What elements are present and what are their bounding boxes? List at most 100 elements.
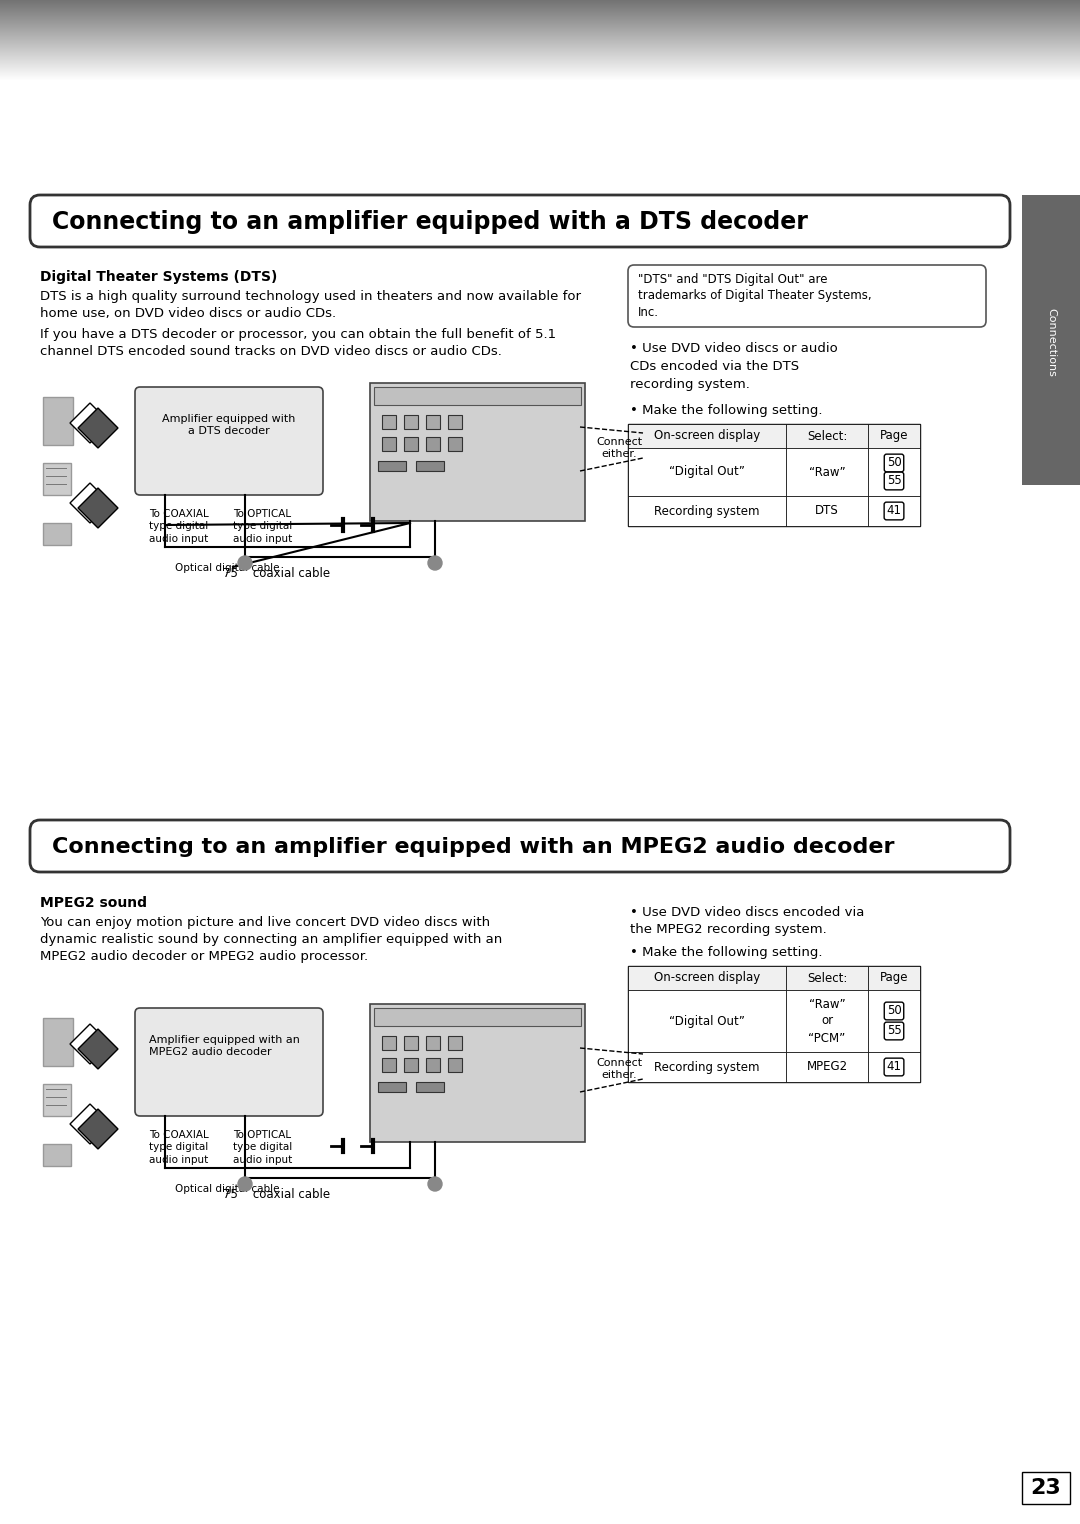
Text: Optical digital cable: Optical digital cable xyxy=(175,562,280,573)
FancyBboxPatch shape xyxy=(30,820,1010,872)
Bar xyxy=(868,991,920,1052)
Text: 50: 50 xyxy=(887,1004,902,1018)
Bar xyxy=(786,966,868,991)
Text: "DTS" and "DTS Digital Out" are
trademarks of Digital Theater Systems,
Inc.: "DTS" and "DTS Digital Out" are trademar… xyxy=(638,273,872,320)
Text: • Make the following setting.: • Make the following setting. xyxy=(630,946,823,959)
Bar xyxy=(627,448,786,495)
Bar xyxy=(786,1052,868,1082)
Polygon shape xyxy=(78,1109,118,1149)
Bar xyxy=(868,495,920,526)
Bar xyxy=(627,424,786,448)
Bar xyxy=(378,1082,406,1093)
Bar xyxy=(868,424,920,448)
Bar xyxy=(374,387,581,405)
Text: Amplifier equipped with an
MPEG2 audio decoder: Amplifier equipped with an MPEG2 audio d… xyxy=(149,1035,300,1058)
Text: Connect
either.: Connect either. xyxy=(596,437,643,459)
Text: Page: Page xyxy=(880,971,908,985)
Circle shape xyxy=(238,556,252,570)
Text: 55: 55 xyxy=(887,1024,902,1038)
Text: 75    coaxial cable: 75 coaxial cable xyxy=(222,1189,330,1201)
Bar xyxy=(382,1058,396,1071)
Bar xyxy=(627,991,786,1052)
Bar xyxy=(786,495,868,526)
Bar xyxy=(1022,195,1080,485)
Text: 50: 50 xyxy=(887,457,902,469)
Text: MPEG2 sound: MPEG2 sound xyxy=(40,896,147,910)
FancyBboxPatch shape xyxy=(135,1007,323,1116)
Bar xyxy=(448,1058,462,1071)
Circle shape xyxy=(238,1177,252,1190)
Bar xyxy=(404,437,418,451)
FancyBboxPatch shape xyxy=(627,265,986,328)
Bar xyxy=(382,437,396,451)
Polygon shape xyxy=(70,1103,110,1145)
Text: If you have a DTS decoder or processor, you can obtain the full benefit of 5.1
c: If you have a DTS decoder or processor, … xyxy=(40,328,556,358)
Bar xyxy=(448,1036,462,1050)
Bar xyxy=(374,1007,581,1026)
Text: Select:: Select: xyxy=(807,971,847,985)
Bar xyxy=(404,1036,418,1050)
Text: 23: 23 xyxy=(1030,1478,1062,1498)
Text: “Raw”: “Raw” xyxy=(809,465,846,479)
Bar xyxy=(416,1082,444,1093)
Bar xyxy=(43,1145,71,1166)
Bar xyxy=(627,424,920,526)
Text: Recording system: Recording system xyxy=(654,504,759,518)
Text: “Digital Out”: “Digital Out” xyxy=(670,465,745,479)
Text: 75    coaxial cable: 75 coaxial cable xyxy=(222,567,330,581)
Bar xyxy=(370,383,585,521)
Bar xyxy=(426,415,440,428)
Bar xyxy=(448,415,462,428)
Text: To COAXIAL
type digital
audio input: To COAXIAL type digital audio input xyxy=(149,509,208,544)
Text: • Make the following setting.: • Make the following setting. xyxy=(630,404,823,418)
Circle shape xyxy=(428,556,442,570)
Circle shape xyxy=(428,1177,442,1190)
Text: Optical digital cable: Optical digital cable xyxy=(175,1184,280,1193)
Text: DTS: DTS xyxy=(815,504,839,518)
Text: Connecting to an amplifier equipped with an MPEG2 audio decoder: Connecting to an amplifier equipped with… xyxy=(52,837,894,856)
Text: 41: 41 xyxy=(887,1061,902,1073)
Text: To OPTICAL
type digital
audio input: To OPTICAL type digital audio input xyxy=(233,1129,293,1164)
Bar xyxy=(378,460,406,471)
Bar xyxy=(43,463,71,495)
Bar xyxy=(382,415,396,428)
Text: DTS is a high quality surround technology used in theaters and now available for: DTS is a high quality surround technolog… xyxy=(40,290,581,320)
Polygon shape xyxy=(78,488,118,527)
Text: Connecting to an amplifier equipped with a DTS decoder: Connecting to an amplifier equipped with… xyxy=(52,210,808,235)
Text: You can enjoy motion picture and live concert DVD video discs with
dynamic reali: You can enjoy motion picture and live co… xyxy=(40,916,502,963)
Bar xyxy=(416,460,444,471)
Text: Select:: Select: xyxy=(807,430,847,442)
Text: “Digital Out”: “Digital Out” xyxy=(670,1015,745,1027)
Bar xyxy=(868,1052,920,1082)
Bar xyxy=(627,966,786,991)
FancyBboxPatch shape xyxy=(135,387,323,495)
Bar xyxy=(448,437,462,451)
Text: 41: 41 xyxy=(887,504,902,518)
Polygon shape xyxy=(78,408,118,448)
Bar xyxy=(404,1058,418,1071)
Bar xyxy=(426,1058,440,1071)
Text: Connections: Connections xyxy=(1047,308,1056,376)
Bar xyxy=(786,448,868,495)
Text: Amplifier equipped with
a DTS decoder: Amplifier equipped with a DTS decoder xyxy=(162,415,296,436)
Text: On-screen display: On-screen display xyxy=(653,430,760,442)
Bar xyxy=(426,437,440,451)
Bar xyxy=(426,1036,440,1050)
Text: To COAXIAL
type digital
audio input: To COAXIAL type digital audio input xyxy=(149,1129,208,1164)
Bar xyxy=(868,448,920,495)
Bar xyxy=(43,1084,71,1116)
Bar xyxy=(43,1018,73,1065)
Text: • Use DVD video discs encoded via
the MPEG2 recording system.: • Use DVD video discs encoded via the MP… xyxy=(630,905,864,936)
Bar xyxy=(43,396,73,445)
Polygon shape xyxy=(70,483,110,523)
Text: Digital Theater Systems (DTS): Digital Theater Systems (DTS) xyxy=(40,270,278,283)
Text: To OPTICAL
type digital
audio input: To OPTICAL type digital audio input xyxy=(233,509,293,544)
Bar xyxy=(786,424,868,448)
Bar xyxy=(627,495,786,526)
Polygon shape xyxy=(78,1029,118,1068)
Bar xyxy=(370,1004,585,1141)
Text: • Use DVD video discs or audio
CDs encoded via the DTS
recording system.: • Use DVD video discs or audio CDs encod… xyxy=(630,341,838,392)
Text: On-screen display: On-screen display xyxy=(653,971,760,985)
Text: 55: 55 xyxy=(887,474,902,488)
Text: MPEG2: MPEG2 xyxy=(807,1061,848,1073)
